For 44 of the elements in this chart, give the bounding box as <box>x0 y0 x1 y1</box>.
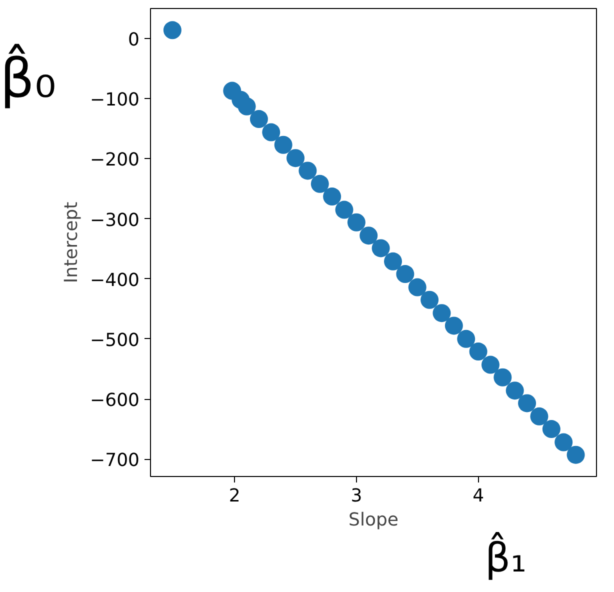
text: β̂₀ <box>0 42 56 112</box>
point <box>481 356 500 374</box>
point <box>384 252 402 270</box>
point <box>530 407 548 426</box>
point <box>298 162 317 180</box>
point <box>286 149 305 168</box>
point <box>420 290 439 309</box>
point <box>310 174 329 193</box>
x-axis-title: Slope <box>348 510 398 530</box>
point <box>163 21 182 40</box>
point <box>494 368 512 386</box>
point <box>274 136 292 154</box>
y-tick-label: −100 <box>90 90 140 111</box>
point <box>554 433 573 452</box>
point <box>347 213 366 232</box>
point <box>262 123 280 142</box>
point <box>506 382 524 400</box>
point <box>432 304 451 322</box>
y-tick-label: −600 <box>90 390 140 411</box>
point <box>518 394 536 412</box>
y-tick-label: −400 <box>90 270 140 291</box>
y-tick-label: 0 <box>128 30 140 51</box>
point <box>408 278 426 296</box>
y-tick-label: −300 <box>90 210 140 231</box>
point <box>444 316 463 335</box>
y-axis-title: Intercept <box>61 202 82 284</box>
y-tick-label: −500 <box>90 330 140 351</box>
text: β̂₁ <box>484 532 526 582</box>
point <box>372 239 390 258</box>
point <box>396 265 414 284</box>
x-tick-label: 4 <box>472 486 484 506</box>
point <box>566 446 585 464</box>
point <box>542 420 560 438</box>
point <box>238 97 256 116</box>
point <box>360 226 378 245</box>
point <box>323 188 342 206</box>
x-tick-label: 3 <box>350 486 362 506</box>
point <box>469 342 488 361</box>
point <box>335 200 354 219</box>
y-tick-label: −700 <box>90 450 140 472</box>
point <box>457 330 476 348</box>
y-tick-label: −200 <box>90 150 140 171</box>
point <box>250 110 268 128</box>
x-tick-label: 2 <box>228 486 240 506</box>
